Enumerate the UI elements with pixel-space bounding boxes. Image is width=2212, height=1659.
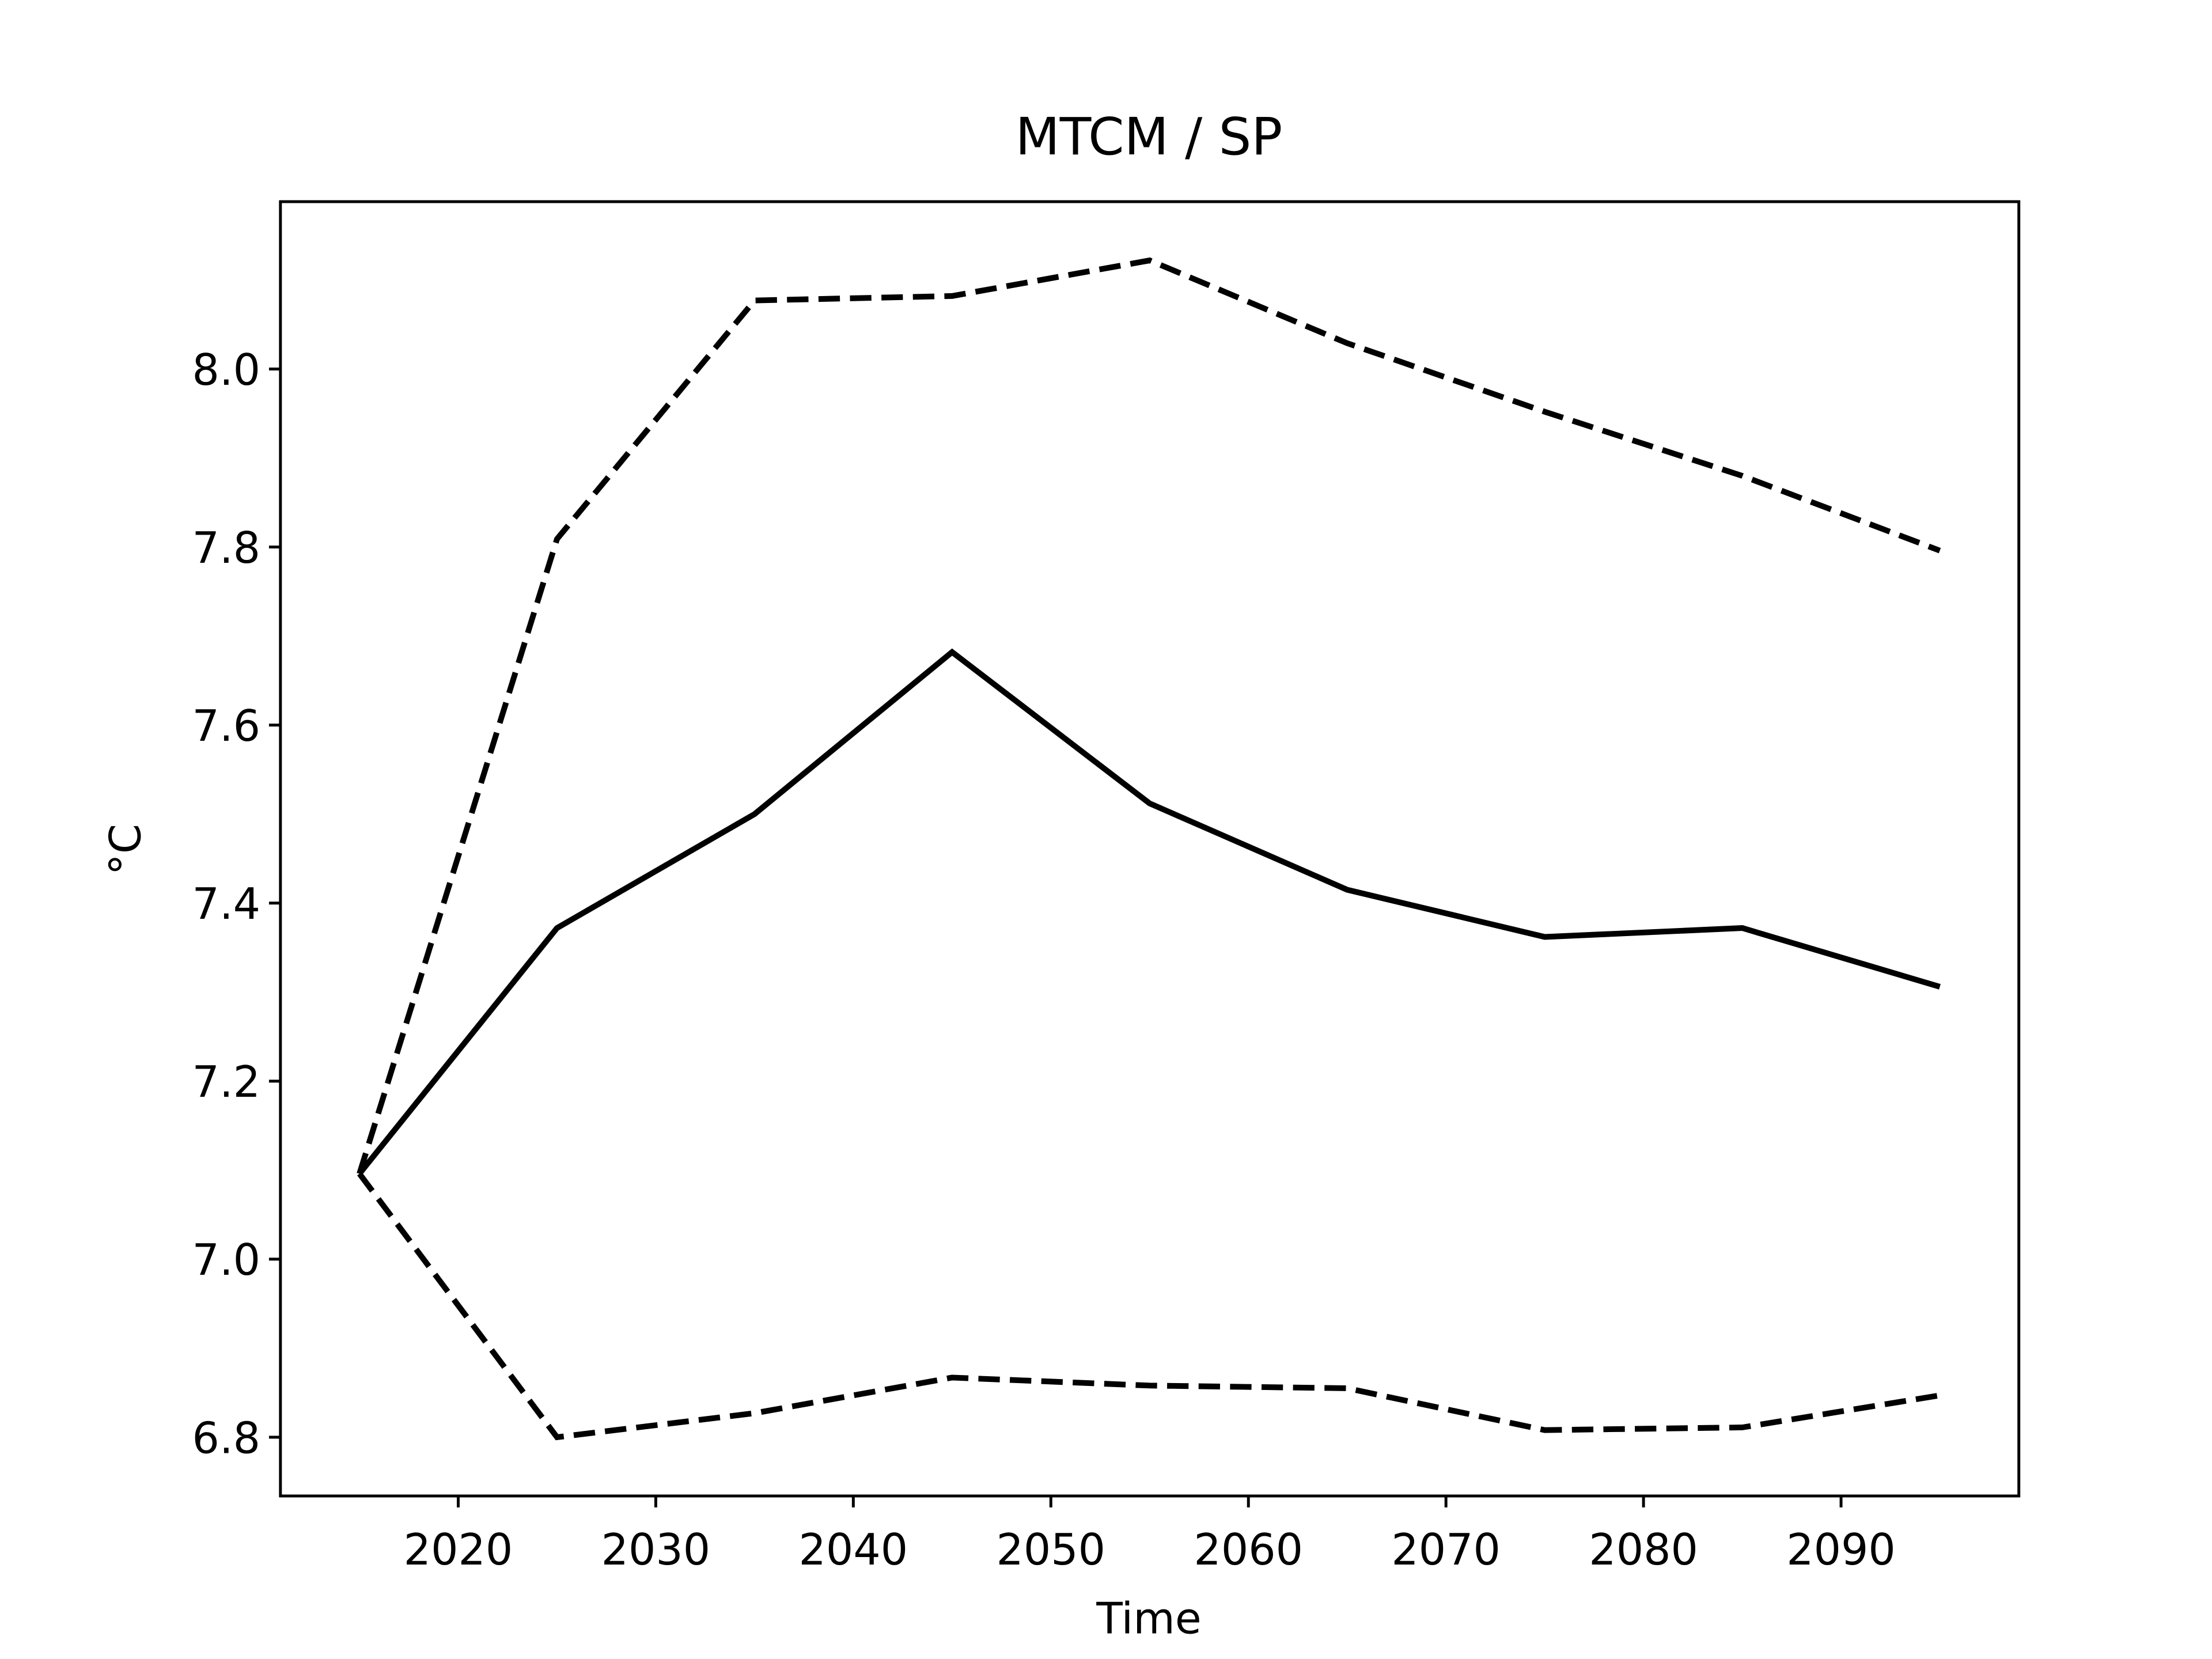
series-line [357,257,1941,1175]
y-tick-label: 7.0 [192,1235,260,1285]
x-tick-label: 2040 [799,1525,908,1575]
chart-title: MTCM / SP [1016,107,1283,167]
series-line [357,1172,1941,1441]
x-tick-label: 2020 [404,1525,513,1575]
series-line [357,648,1941,1176]
x-axis-label: Time [1096,1593,1201,1643]
y-tick-label: 8.0 [192,345,260,395]
x-tick-label: 2030 [601,1525,711,1575]
x-tick-label: 2060 [1194,1525,1303,1575]
x-tick-label: 2070 [1391,1525,1501,1575]
y-tick-label: 6.8 [192,1413,260,1463]
x-tick-label: 2080 [1589,1525,1698,1575]
y-tick-label: 7.8 [192,523,260,573]
y-axis-label: °C [100,824,150,875]
y-tick-label: 7.2 [192,1057,260,1107]
x-tick-label: 2090 [1786,1525,1896,1575]
plot-frame [279,200,2021,1498]
y-tick-label: 7.6 [192,701,260,751]
y-tick-label: 7.4 [192,879,260,929]
x-tick-label: 2050 [996,1525,1105,1575]
